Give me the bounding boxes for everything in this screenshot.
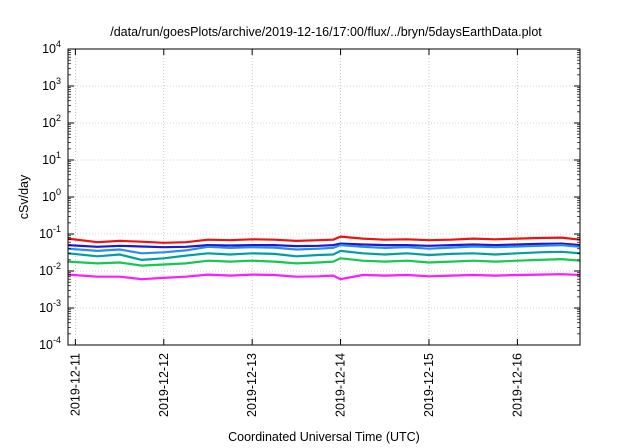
y-tick-label: 104: [42, 39, 61, 56]
series-line-6: [67, 273, 581, 281]
series-line-3: [67, 249, 581, 261]
x-tick-label: 2019-12-15: [422, 353, 436, 417]
y-tick-label: 10-3: [39, 298, 61, 315]
x-tick-label: 2019-12-12: [157, 353, 171, 417]
x-tick-label: 2019-12-11: [68, 353, 82, 416]
y-tick-label: 10-2: [39, 261, 61, 278]
y-axis-label: cSv/day: [17, 174, 31, 219]
series-group: [67, 235, 581, 281]
x-axis-label: Coordinated Universal Time (UTC): [228, 430, 420, 444]
y-tick-label: 102: [42, 113, 61, 130]
series-line-5: [67, 244, 581, 255]
series-line-1: [67, 235, 581, 244]
grid: [68, 48, 580, 346]
ticks: [68, 48, 580, 346]
y-tick-label: 101: [42, 150, 61, 167]
y-tick-label: 100: [42, 187, 61, 204]
x-tick-label: 2019-12-13: [245, 353, 259, 417]
x-tick-label: 2019-12-14: [334, 353, 348, 417]
chart-title: /data/run/goesPlots/archive/2019-12-16/1…: [110, 25, 542, 39]
series-line-2: [67, 242, 581, 249]
y-tick-label: 10-1: [39, 224, 61, 241]
y-tick-label: 10-4: [39, 335, 61, 352]
tick-labels: 10-4 10-3 10-2 10-1 100 101 102 103 104 2019-12-1…: [39, 39, 524, 417]
y-tick-label: 103: [42, 76, 61, 93]
series-line-4: [67, 257, 581, 267]
x-tick-label: 2019-12-16: [510, 353, 524, 417]
